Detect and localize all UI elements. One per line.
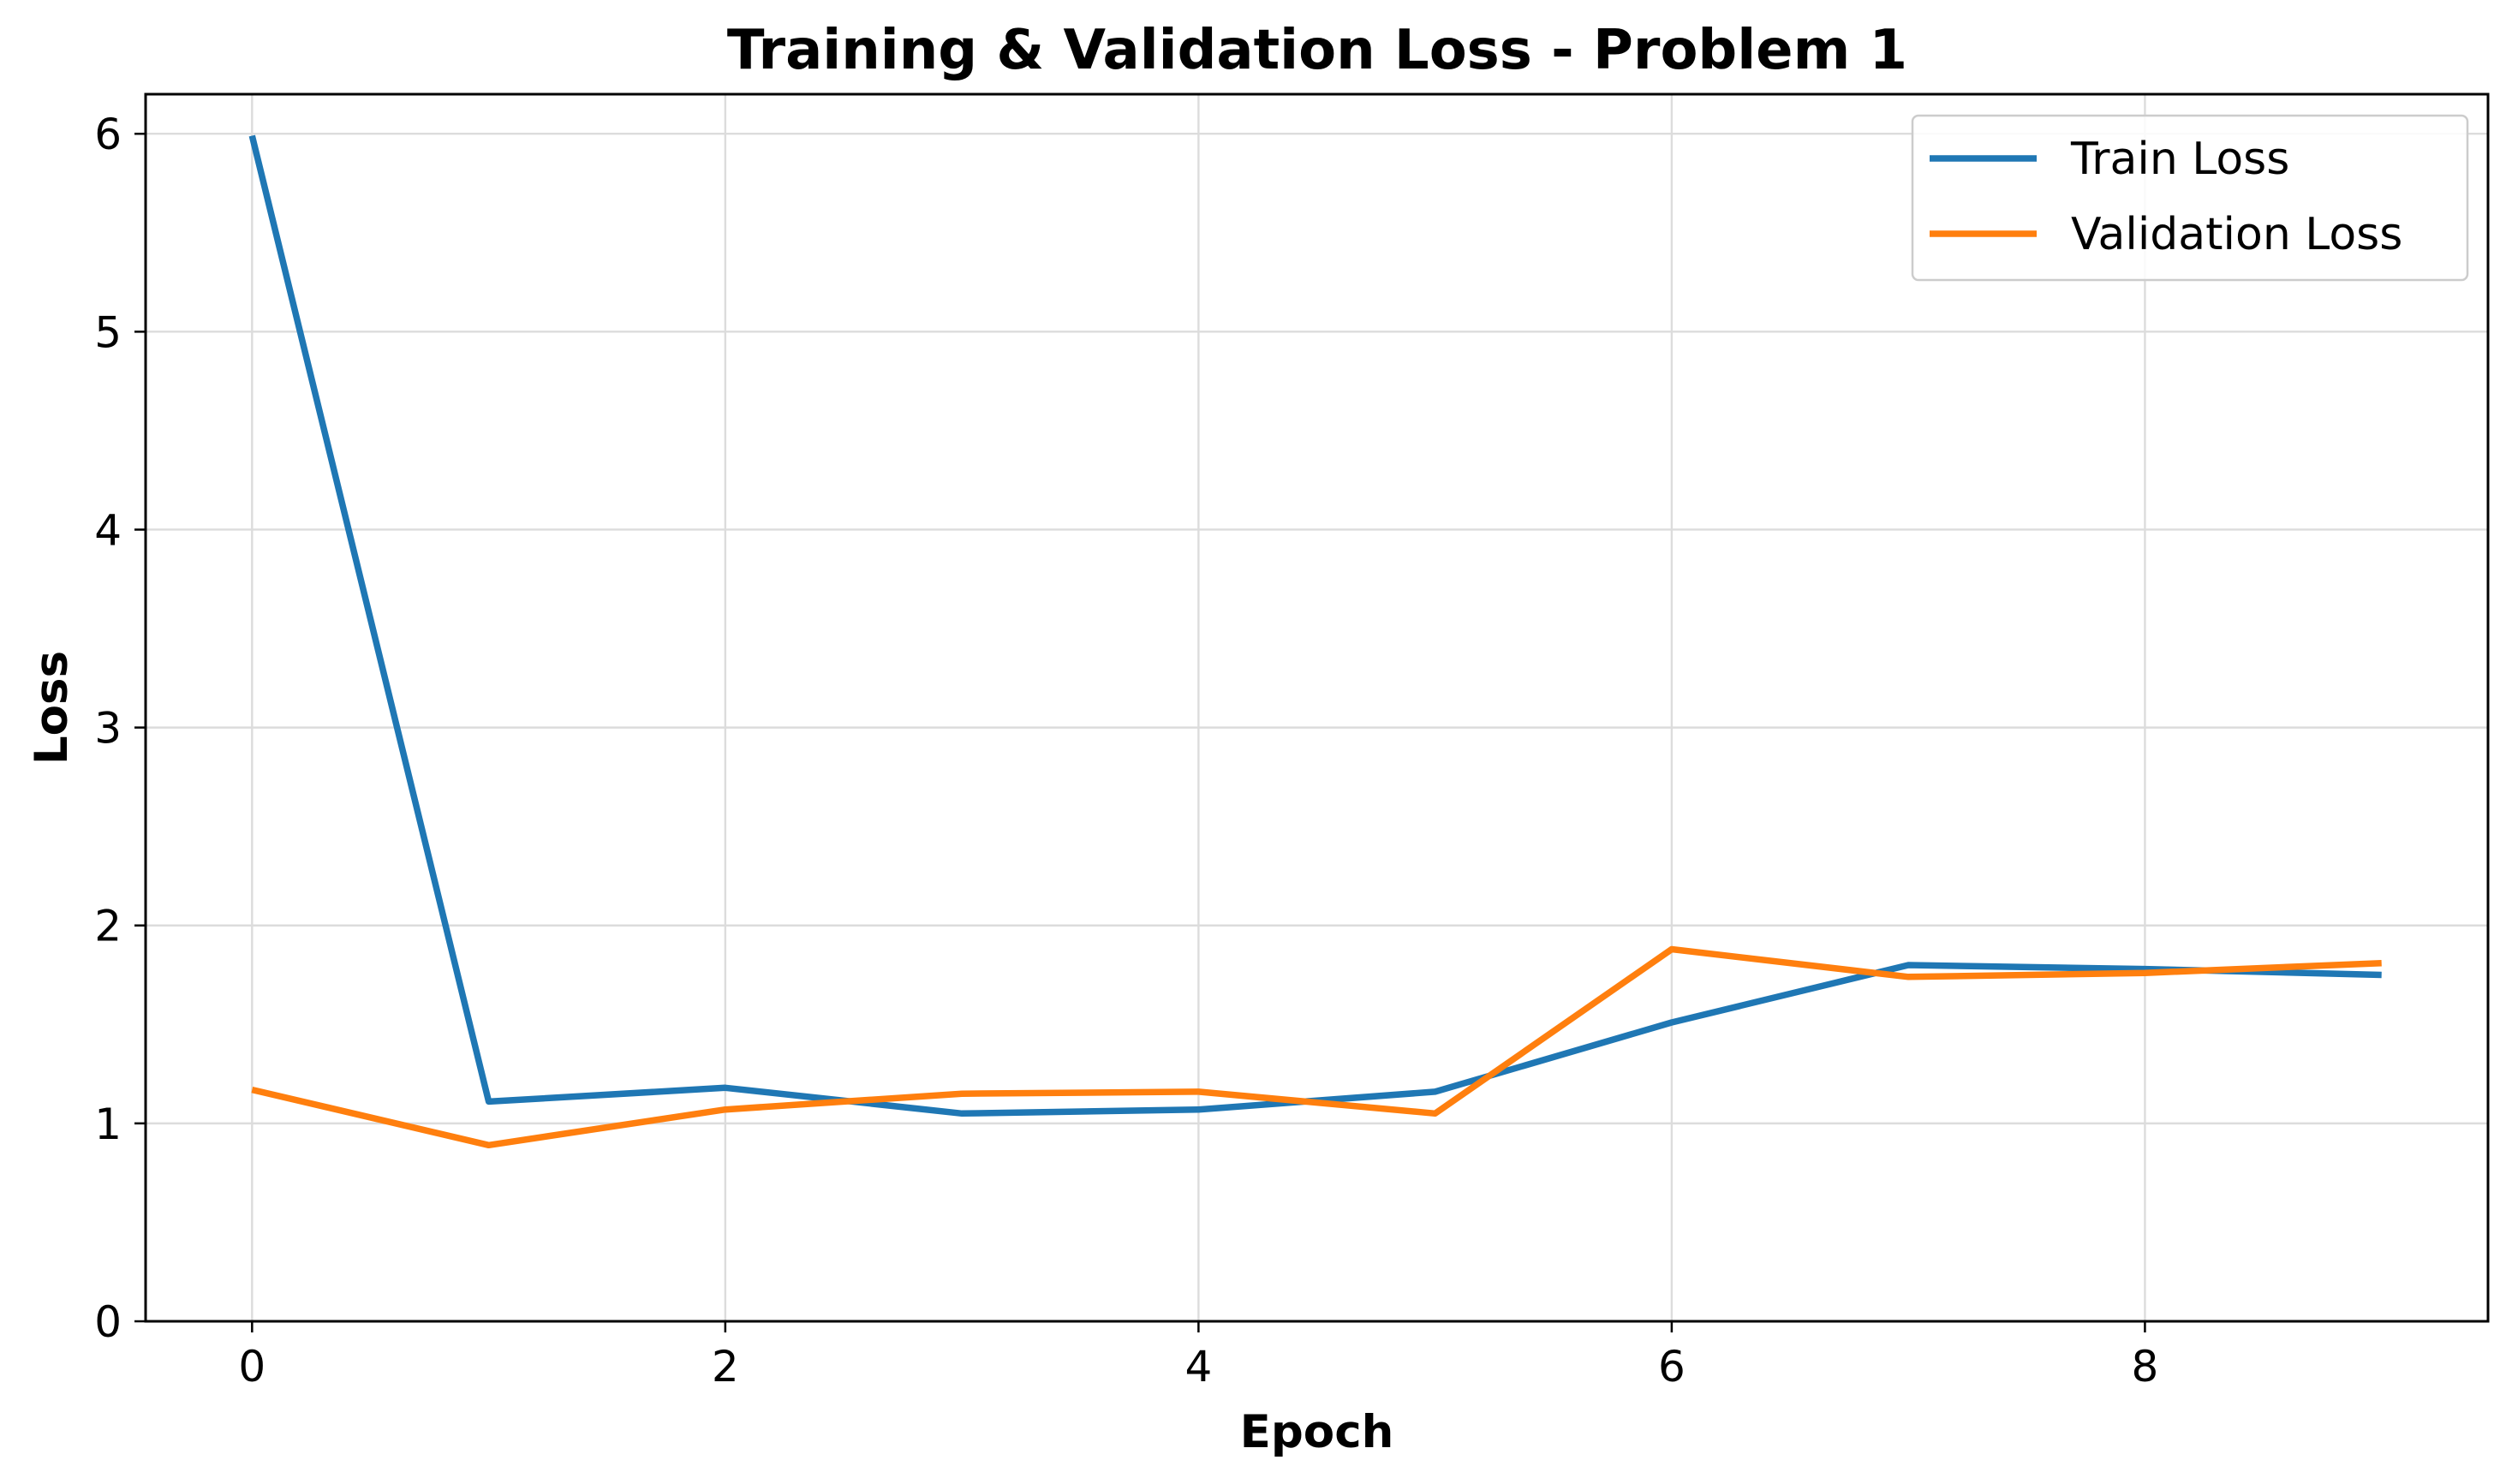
y-tick-label: 2 [94,902,122,951]
legend-box [1911,114,2469,282]
y-axis-label: Loss [26,651,78,765]
train-loss-legend-label: Train Loss [2070,134,2289,185]
x-tick-label: 6 [1658,1342,1686,1392]
x-axis-label: Epoch [1240,1406,1394,1458]
validation-loss-line [251,945,2382,1149]
validation-loss-legend-label: Validation Loss [2071,209,2402,260]
y-tick-label: 3 [94,704,122,754]
x-tick-label: 4 [1184,1342,1212,1392]
y-tick-label: 6 [94,110,122,159]
y-tick-label: 4 [94,505,122,555]
train-loss-line [248,134,2382,1117]
y-tick-label: 5 [94,307,122,357]
y-tick-label: 1 [94,1100,122,1149]
x-tick-label: 2 [712,1342,739,1392]
x-tick-label: 8 [2132,1342,2159,1392]
x-tick-label: 0 [238,1342,266,1392]
chart-title: Training & Validation Loss - Problem 1 [727,19,1907,82]
series-layer [248,134,2382,1149]
y-tick-label: 0 [94,1297,122,1347]
legend: Train Loss Validation Loss [1911,114,2469,282]
plot-frame [144,92,2490,1323]
axis-ticks: 0 2 4 6 8 0 1 2 3 4 5 6 [94,110,2158,1392]
